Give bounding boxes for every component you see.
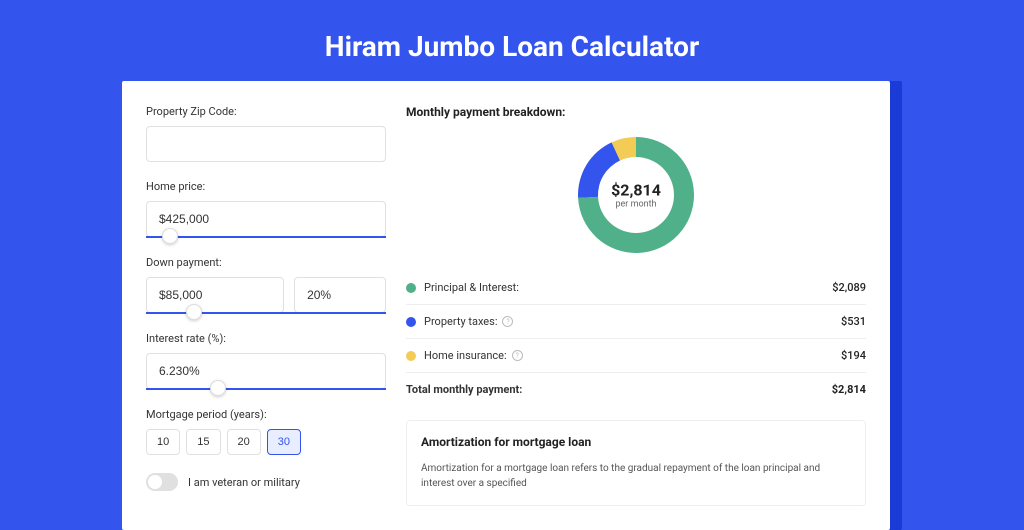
zip-label: Property Zip Code: <box>146 105 386 118</box>
breakdown-column: Monthly payment breakdown: $2,814 per mo… <box>406 105 866 506</box>
period-buttons: 1015 2030 <box>146 429 386 455</box>
calculator-card: Property Zip Code: Home price: Down paym… <box>122 81 890 530</box>
amortization-text: Amortization for a mortgage loan refers … <box>421 461 851 491</box>
legend-total-label: Total monthly payment: <box>406 383 832 396</box>
legend-row: Home insurance:?$194 <box>406 338 866 372</box>
info-icon[interactable]: ? <box>502 316 513 327</box>
veteran-toggle[interactable] <box>146 473 178 491</box>
donut-wrap: $2,814 per month <box>406 127 866 271</box>
period-field-group: Mortgage period (years): 1015 2030 <box>146 408 386 455</box>
legend-total-value: $2,814 <box>832 383 866 396</box>
interest-slider[interactable] <box>146 388 386 390</box>
legend-dot <box>406 283 416 293</box>
down-payment-field-group: Down payment: <box>146 256 386 314</box>
veteran-toggle-knob <box>148 475 162 489</box>
amortization-section: Amortization for mortgage loan Amortizat… <box>406 420 866 506</box>
down-payment-input[interactable] <box>146 277 284 313</box>
veteran-label: I am veteran or military <box>188 476 300 489</box>
interest-label: Interest rate (%): <box>146 332 386 345</box>
legend-label: Property taxes:? <box>424 315 841 328</box>
legend-dot <box>406 351 416 361</box>
home-price-input[interactable] <box>146 201 386 237</box>
home-price-label: Home price: <box>146 180 386 193</box>
legend: Principal & Interest:$2,089Property taxe… <box>406 271 866 372</box>
down-payment-label: Down payment: <box>146 256 386 269</box>
zip-field-group: Property Zip Code: <box>146 105 386 162</box>
legend-row: Property taxes:?$531 <box>406 304 866 338</box>
home-price-field-group: Home price: <box>146 180 386 238</box>
down-payment-pct-input[interactable] <box>294 277 386 313</box>
amortization-title: Amortization for mortgage loan <box>421 435 851 449</box>
period-label: Mortgage period (years): <box>146 408 386 421</box>
legend-label: Principal & Interest: <box>424 281 832 294</box>
legend-value: $2,089 <box>832 281 866 294</box>
home-price-slider-thumb[interactable] <box>162 228 178 244</box>
down-payment-slider[interactable] <box>146 312 386 314</box>
card-shadow: Property Zip Code: Home price: Down paym… <box>122 81 902 530</box>
period-btn-10[interactable]: 10 <box>146 429 180 455</box>
legend-total-row: Total monthly payment: $2,814 <box>406 372 866 406</box>
period-btn-30[interactable]: 30 <box>267 429 301 455</box>
veteran-row: I am veteran or military <box>146 473 386 491</box>
period-btn-15[interactable]: 15 <box>186 429 220 455</box>
form-column: Property Zip Code: Home price: Down paym… <box>146 105 386 506</box>
donut-amount: $2,814 <box>611 181 661 200</box>
donut-center: $2,814 per month <box>611 181 661 210</box>
interest-slider-thumb[interactable] <box>210 380 226 396</box>
home-price-slider[interactable] <box>146 236 386 238</box>
legend-value: $194 <box>841 349 866 362</box>
info-icon[interactable]: ? <box>512 350 523 361</box>
interest-input[interactable] <box>146 353 386 389</box>
zip-input[interactable] <box>146 126 386 162</box>
breakdown-title: Monthly payment breakdown: <box>406 105 866 119</box>
legend-row: Principal & Interest:$2,089 <box>406 271 866 304</box>
legend-label: Home insurance:? <box>424 349 841 362</box>
period-btn-20[interactable]: 20 <box>227 429 261 455</box>
donut-sub: per month <box>611 200 661 210</box>
legend-value: $531 <box>841 315 866 328</box>
legend-dot <box>406 317 416 327</box>
interest-field-group: Interest rate (%): <box>146 332 386 390</box>
down-payment-slider-thumb[interactable] <box>186 304 202 320</box>
donut-chart: $2,814 per month <box>576 135 696 255</box>
page-title: Hiram Jumbo Loan Calculator <box>0 0 1024 81</box>
